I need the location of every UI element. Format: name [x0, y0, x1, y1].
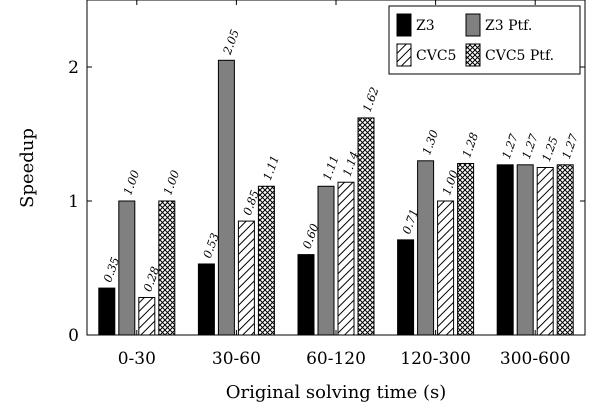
x-tick-label: 0-30	[118, 349, 156, 369]
bar-cvc5-30-60	[237, 220, 255, 336]
legend-swatch-z3	[396, 13, 412, 37]
x-axis-title: Original solving time (s)	[226, 382, 447, 403]
legend-box	[388, 5, 581, 75]
data-label: 1.62	[360, 85, 382, 114]
legend-swatch-z3-ptf	[465, 13, 481, 37]
y-axis: 0 1 2	[68, 58, 585, 346]
bar-z3-120-300	[397, 239, 415, 336]
bar-cvc5-300-600	[536, 167, 554, 336]
data-label: 1.11	[320, 153, 342, 182]
bar-cvc5-60-120	[337, 181, 355, 336]
bar-cvc5-120-300	[437, 200, 455, 336]
data-label: 1.25	[539, 135, 561, 164]
legend: Z3 Z3 Ptf. CVC5 CVC5 Ptf.	[388, 5, 581, 75]
data-label: 1.00	[120, 168, 142, 197]
legend-swatch-cvc5	[396, 43, 412, 67]
legend-label-cvc5-ptf: CVC5 Ptf.	[485, 48, 554, 64]
data-label: 1.30	[419, 128, 441, 157]
x-axis: 0-30 30-60 60-120 120-300 300-600	[118, 0, 571, 369]
y-tick-label: 0	[68, 326, 79, 346]
bar-z3-ptf-30-60	[217, 59, 235, 336]
bars-layer	[98, 59, 574, 336]
bar-cvc5-0-30	[138, 296, 156, 336]
legend-swatch-cvc5-ptf	[465, 43, 481, 67]
data-label: 1.27	[559, 131, 581, 160]
x-tick-label: 30-60	[212, 349, 261, 369]
y-tick-label: 1	[68, 192, 79, 212]
data-label: 2.05	[220, 27, 242, 57]
data-label: 1.00	[160, 168, 182, 197]
bar-z3-60-120	[297, 254, 315, 336]
bar-z3-ptf-120-300	[417, 160, 435, 336]
bar-z3-300-600	[496, 164, 514, 336]
legend-label-z3: Z3	[416, 18, 435, 34]
bar-z3-30-60	[197, 263, 215, 336]
bar-cvc5-ptf-60-120	[357, 117, 375, 336]
bar-z3-ptf-0-30	[118, 200, 136, 336]
x-tick-label: 300-600	[500, 349, 571, 369]
x-tick-label: 60-120	[306, 349, 366, 369]
legend-label-cvc5: CVC5	[416, 48, 456, 64]
bar-cvc5-ptf-300-600	[556, 164, 574, 336]
data-label: 1.11	[260, 153, 282, 182]
y-tick-label: 2	[68, 58, 79, 78]
data-label: 1.28	[459, 131, 481, 160]
bar-z3-ptf-60-120	[317, 185, 335, 336]
legend-label-z3-ptf: Z3 Ptf.	[485, 18, 532, 34]
bar-z3-0-30	[98, 287, 116, 336]
bar-cvc5-ptf-30-60	[257, 185, 275, 336]
bar-z3-ptf-300-600	[516, 164, 534, 336]
y-axis-title: Speedup	[17, 128, 38, 208]
bar-cvc5-ptf-0-30	[158, 200, 176, 336]
x-tick-label: 120-300	[400, 349, 471, 369]
bar-cvc5-ptf-120-300	[457, 162, 475, 336]
data-label: 1.27	[519, 131, 541, 160]
